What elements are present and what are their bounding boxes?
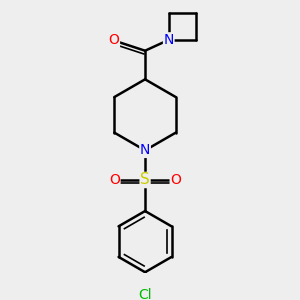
Text: O: O xyxy=(109,173,120,187)
Text: Cl: Cl xyxy=(138,288,152,300)
Text: O: O xyxy=(109,33,119,47)
Text: N: N xyxy=(140,143,150,158)
Text: S: S xyxy=(140,172,150,188)
Text: O: O xyxy=(170,173,181,187)
Text: N: N xyxy=(164,33,174,47)
